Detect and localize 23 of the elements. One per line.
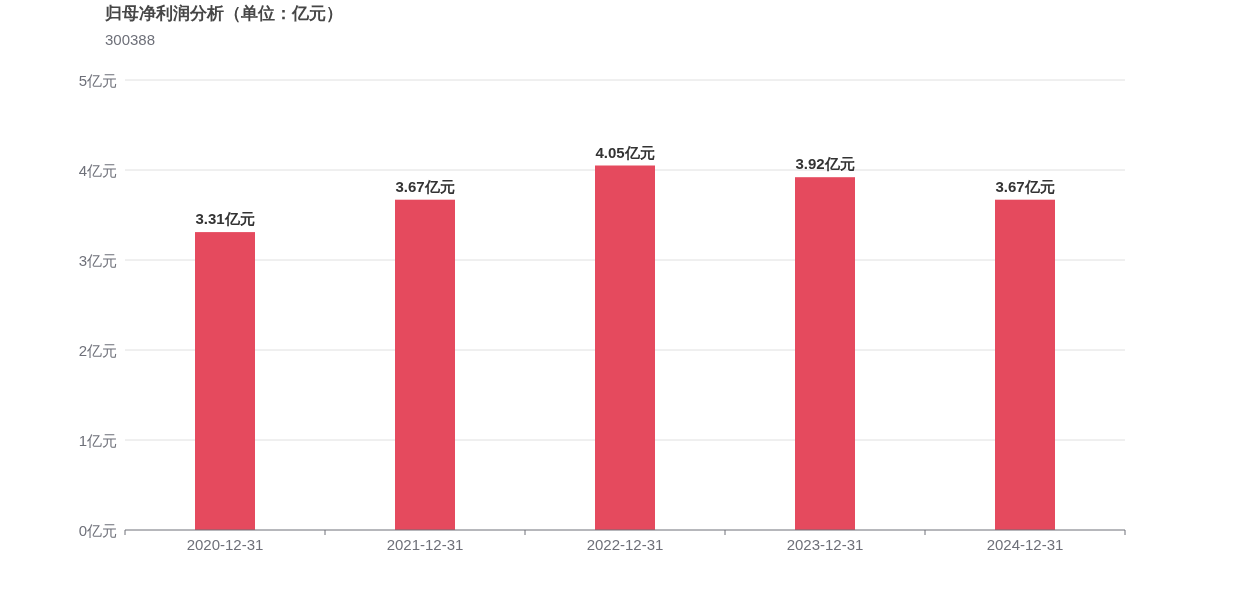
y-tick-label: 5亿元 (78, 71, 117, 89)
x-tick-label: 2021-12-31 (386, 536, 464, 553)
y-tick-label: 1亿元 (78, 431, 117, 449)
y-tick-label: 4亿元 (78, 161, 117, 179)
y-tick-label: 0亿元 (78, 521, 117, 539)
bar (595, 165, 655, 530)
data-label: 4.05亿元 (595, 143, 655, 161)
bar (195, 232, 255, 530)
data-label: 3.67亿元 (995, 177, 1055, 195)
data-label: 3.92亿元 (795, 155, 855, 173)
bar (795, 177, 855, 530)
bar (395, 199, 455, 530)
bar (995, 199, 1055, 530)
x-tick-label: 2022-12-31 (586, 536, 664, 553)
chart-title: 归母净利润分析（单位：亿元） (104, 4, 343, 23)
data-label: 3.31亿元 (195, 210, 255, 228)
chart-subtitle: 300388 (105, 31, 156, 48)
data-label: 3.67亿元 (395, 177, 455, 195)
x-tick-label: 2023-12-31 (786, 536, 864, 553)
x-tick-label: 2020-12-31 (186, 536, 264, 553)
y-tick-label: 3亿元 (78, 251, 117, 269)
y-tick-label: 2亿元 (78, 341, 117, 359)
x-tick-label: 2024-12-31 (986, 536, 1064, 553)
